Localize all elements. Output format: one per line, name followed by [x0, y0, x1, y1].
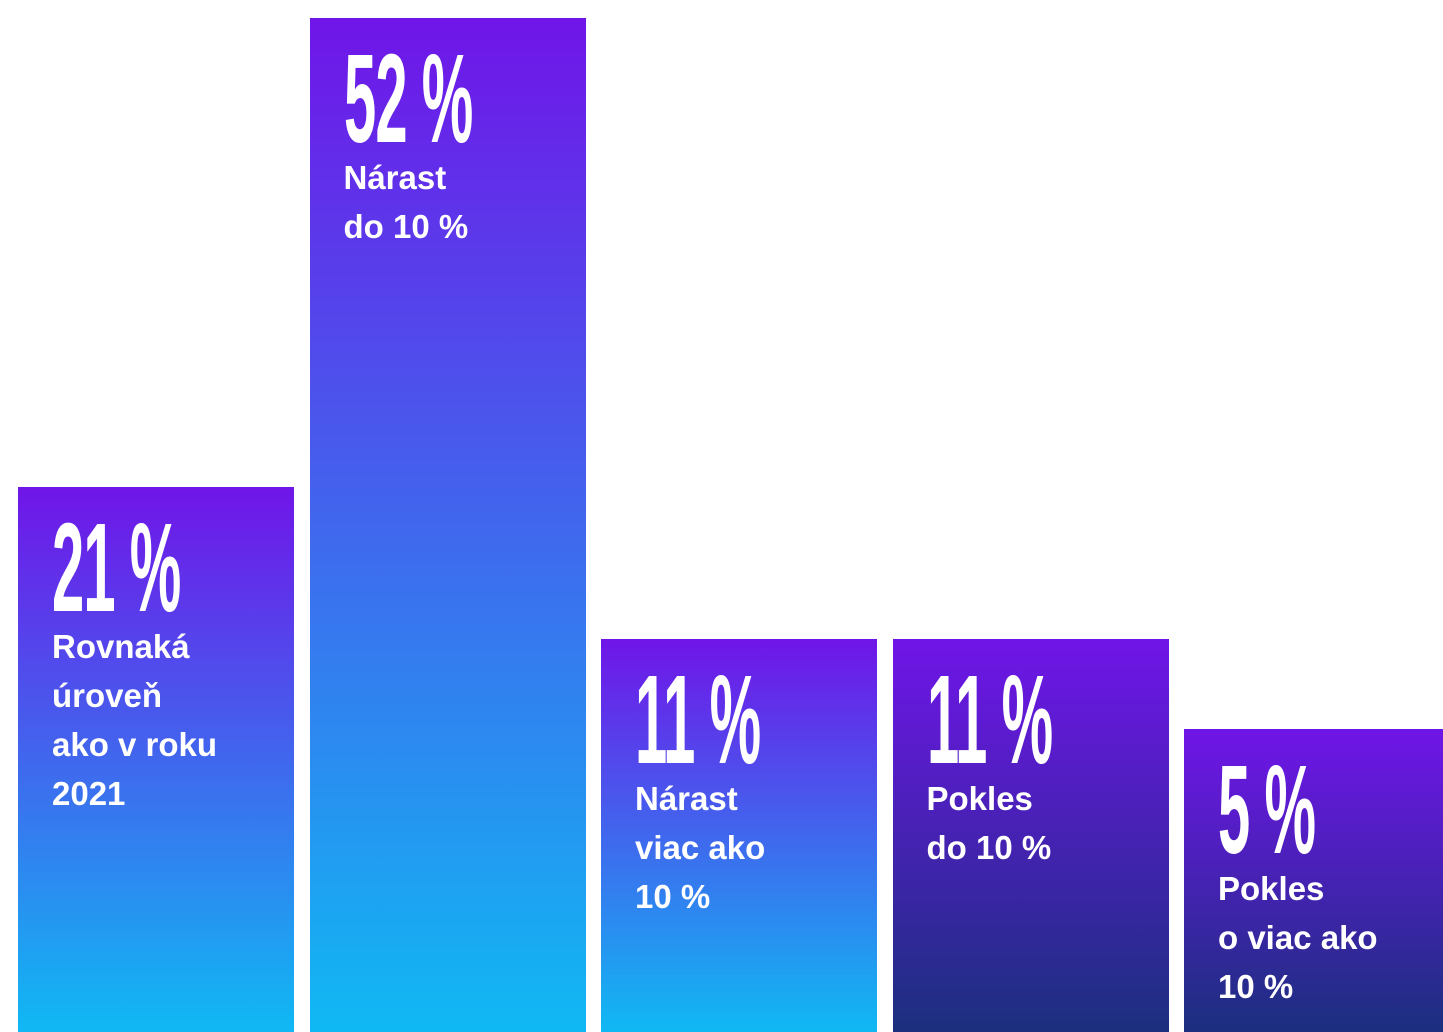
category-label: Nárast viac ako 10 %: [635, 779, 766, 915]
value-label: 21 %: [52, 497, 181, 639]
bar: 52 % Nárast do 10 %: [309, 18, 586, 1032]
value-label: 52 %: [343, 28, 473, 169]
category-label: Rovnaká úroveň ako v roku 2021: [52, 628, 218, 813]
value-label: 11 %: [926, 648, 1053, 790]
bar: 11 % Pokles do 10 %: [892, 638, 1169, 1032]
bar: 11 % Nárast viac ako 10 %: [601, 638, 877, 1032]
value-label: 5 %: [1218, 739, 1316, 881]
category-label: Nárast do 10 %: [343, 159, 469, 245]
bar: 21 % Rovnaká úroveň ako v roku 2021: [18, 487, 294, 1032]
category-label: Pokles do 10 %: [926, 779, 1052, 866]
bar: 5 % Pokles o viac ako 10 %: [1184, 729, 1443, 1032]
category-label: Pokles o viac ako 10 %: [1218, 870, 1378, 1006]
value-label: 11 %: [635, 648, 761, 790]
